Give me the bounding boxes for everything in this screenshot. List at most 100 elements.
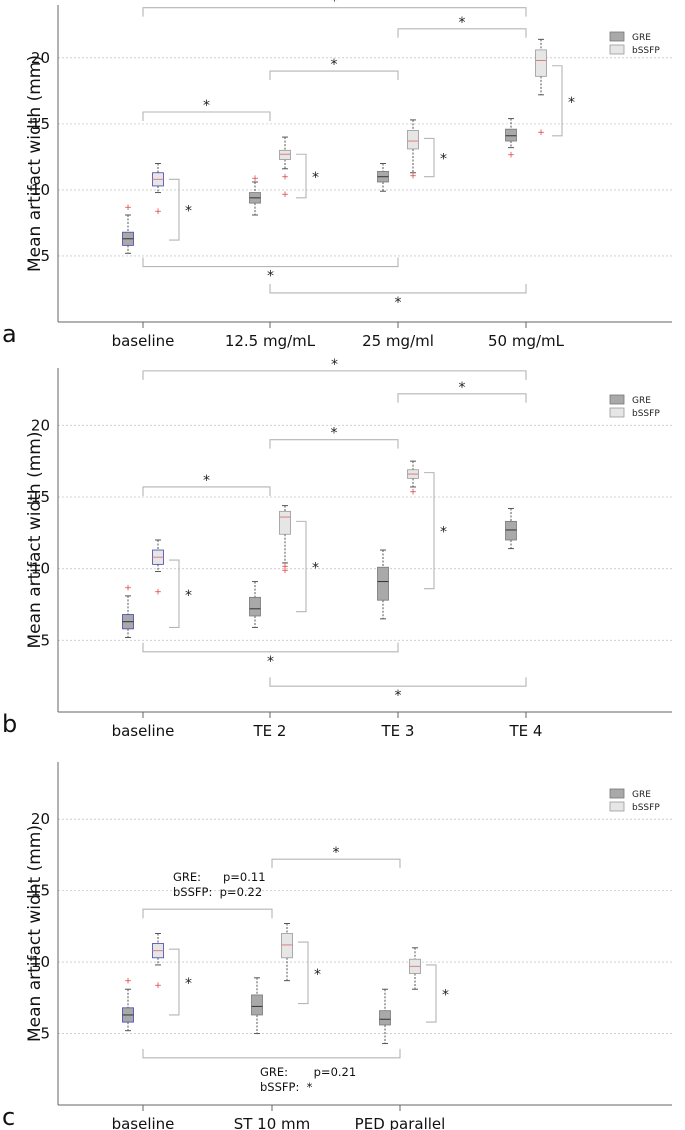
bssfp-box-1 — [279, 510, 291, 535]
significance-bracket — [142, 486, 271, 496]
significance-bracket — [397, 393, 527, 403]
side-significance-star: * — [442, 988, 449, 1004]
side-significance-star: * — [185, 976, 192, 992]
gre-box-2 — [377, 566, 389, 601]
y-tick-label: 5 — [40, 631, 50, 649]
side-significance-star: * — [440, 525, 447, 541]
bssfp-box-3-outlier: + — [537, 128, 545, 138]
significance-star: * — [395, 295, 402, 311]
significance-star: * — [203, 98, 210, 114]
legend-label-gre: GRE — [632, 790, 651, 800]
bssfp-box-1-outlier: + — [281, 173, 289, 183]
side-significance-bracket — [552, 65, 563, 137]
gre-box-3 — [505, 128, 517, 142]
significance-bracket-bottom — [142, 257, 399, 268]
bssfp-box-1-outlier: + — [281, 190, 289, 200]
significance-bracket — [142, 370, 527, 380]
significance-bracket-bottom — [269, 677, 527, 687]
side-significance-bracket — [169, 559, 180, 628]
bssfp-box-3 — [535, 49, 547, 77]
side-significance-star: * — [312, 561, 319, 577]
x-tick-label: ST 10 mm — [234, 1115, 311, 1130]
y-tick-label: 20 — [31, 49, 50, 67]
significance-star: * — [331, 0, 338, 10]
x-tick-label: baseline — [112, 1115, 175, 1130]
significance-star: * — [459, 15, 466, 31]
y-tick-label: 10 — [31, 560, 50, 578]
side-significance-star: * — [185, 204, 192, 220]
legend-swatch-bssfp — [609, 44, 625, 55]
significance-bracket-bottom — [269, 283, 527, 294]
gre-box-0-outlier: + — [124, 583, 132, 593]
gre-box-1 — [249, 596, 261, 617]
y-tick-label: 15 — [31, 882, 50, 900]
y-tick-label: 15 — [31, 488, 50, 506]
significance-bracket — [269, 439, 399, 449]
bssfp-box-1-outlier: + — [281, 562, 289, 572]
legend-swatch-gre — [609, 394, 625, 405]
x-tick-label: baseline — [112, 332, 175, 350]
side-significance-bracket — [296, 520, 307, 613]
significance-star: * — [267, 654, 274, 670]
side-significance-bracket — [424, 137, 435, 178]
legend-label-gre: GRE — [632, 396, 651, 406]
x-tick-label: 12.5 mg/mL — [225, 332, 316, 350]
significance-star: * — [203, 473, 210, 489]
y-tick-label: 20 — [31, 416, 50, 434]
significance-star: * — [333, 845, 340, 861]
side-significance-bracket — [169, 178, 180, 241]
gre-box-0-outlier: + — [124, 203, 132, 213]
x-tick-label: baseline — [112, 722, 175, 740]
y-axis-label: Mean artifact widht (mm) — [25, 825, 45, 1042]
significance-bracket — [271, 858, 401, 869]
side-significance-bracket — [298, 941, 309, 1005]
x-tick-label: TE 2 — [253, 722, 287, 740]
panel-label: a — [2, 320, 17, 348]
significance-star: * — [331, 426, 338, 442]
significance-bracket — [397, 28, 527, 38]
side-significance-star: * — [185, 588, 192, 604]
side-significance-bracket — [424, 472, 435, 590]
bssfp-box-0-outlier: + — [154, 981, 162, 991]
significance-star: * — [459, 380, 466, 396]
bssfp-box-2-outlier: + — [409, 171, 417, 181]
legend-swatch-bssfp — [609, 801, 625, 812]
x-tick-label: 25 mg/ml — [362, 332, 434, 350]
y-tick-label: 10 — [31, 181, 50, 199]
p-value-annotation: GRE: p=0.21 — [260, 1065, 356, 1079]
gre-box-3 — [505, 520, 517, 541]
gre-box-1 — [251, 994, 263, 1016]
significance-bracket-bottom — [142, 642, 399, 653]
y-axis-label: Mean artifact width (mm) — [25, 55, 45, 272]
significance-bracket — [142, 7, 527, 17]
significance-bracket — [269, 70, 399, 81]
significance-star: * — [331, 57, 338, 73]
x-tick-label: 50 mg/mL — [488, 332, 565, 350]
panel-label: c — [2, 1103, 15, 1130]
y-tick-label: 15 — [31, 115, 50, 133]
gre-box-3-outlier: + — [507, 150, 515, 160]
side-significance-star: * — [568, 95, 575, 111]
significance-star: * — [331, 357, 338, 373]
panel-label: b — [2, 710, 17, 738]
bssfp-box-2-outlier: + — [409, 487, 417, 497]
significance-bracket — [142, 111, 271, 121]
legend-label-bssfp: bSSFP — [632, 46, 660, 56]
bssfp-box-0-outlier: + — [154, 207, 162, 217]
legend-swatch-gre — [609, 31, 625, 42]
gre-box-2 — [379, 1010, 391, 1026]
significance-bracket-bottom — [142, 1048, 401, 1059]
bssfp-box-1-outlier: + — [281, 566, 289, 576]
side-significance-bracket — [296, 153, 307, 199]
significance-star: * — [395, 688, 402, 704]
side-significance-bracket — [426, 964, 437, 1023]
side-significance-star: * — [440, 152, 447, 168]
bssfp-box-1 — [279, 149, 291, 160]
legend-label-bssfp: bSSFP — [632, 409, 660, 419]
p-value-annotation: bSSFP: p=0.22 — [173, 885, 262, 899]
gre-box-0-outlier: + — [124, 977, 132, 987]
